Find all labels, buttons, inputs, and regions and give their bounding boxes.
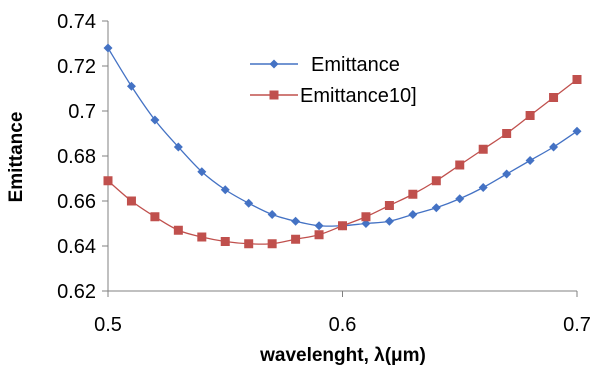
data-point-s1-20 [572, 75, 582, 84]
data-point-s1-12 [384, 201, 394, 210]
x-ticks: 0.5 0.6 0.7 [94, 291, 591, 336]
data-point-s0-9 [314, 221, 324, 231]
data-point-s0-20 [572, 126, 582, 136]
y-axis-title: Emittance [6, 112, 27, 203]
data-point-s0-5 [220, 185, 230, 195]
data-point-s1-5 [220, 237, 230, 246]
legend-label-emittance: Emittance [311, 54, 400, 76]
data-point-s1-2 [150, 212, 160, 222]
data-point-s1-6 [244, 239, 254, 249]
x-tick-label: 0.5 [94, 314, 122, 336]
data-point-s1-7 [267, 239, 277, 249]
data-point-s1-1 [126, 196, 136, 206]
data-point-s1-16 [478, 144, 488, 154]
data-point-s0-19 [549, 142, 559, 152]
data-point-s1-8 [291, 234, 301, 244]
y-tick-label: 0.7 [68, 101, 96, 123]
data-point-s0-8 [291, 216, 301, 226]
y-tick-label: 0.62 [57, 281, 96, 303]
legend-entry-emittance: Emittance [250, 54, 400, 76]
legend-marker-emittance10 [269, 90, 279, 100]
data-point-s1-11 [361, 212, 371, 222]
y-ticks: 0.62 0.64 0.66 0.68 0.7 0.72 0.74 [57, 11, 108, 303]
data-point-s0-1 [126, 81, 136, 91]
x-tick-label: 0.6 [329, 314, 357, 336]
x-tick-label: 0.7 [563, 314, 591, 336]
y-tick-label: 0.66 [57, 191, 96, 213]
data-point-s1-4 [197, 232, 207, 242]
data-point-s0-15 [455, 194, 465, 204]
data-point-s0-6 [244, 198, 254, 208]
data-point-s0-12 [384, 216, 394, 226]
data-point-s1-10 [338, 221, 347, 231]
data-point-s0-2 [150, 115, 160, 125]
data-point-s0-17 [502, 169, 512, 179]
data-point-s1-0 [103, 176, 113, 186]
data-point-s1-15 [455, 160, 465, 170]
data-point-s0-7 [267, 210, 277, 219]
legend-entry-emittance10: Emittance10] [250, 85, 417, 107]
data-point-s1-9 [314, 230, 324, 240]
legend-label-emittance10: Emittance10] [300, 85, 417, 107]
legend-marker-emittance [269, 59, 279, 69]
data-point-s0-16 [478, 183, 488, 192]
data-point-s0-13 [408, 210, 418, 219]
y-tick-label: 0.72 [57, 56, 96, 78]
y-tick-label: 0.68 [57, 146, 96, 168]
data-point-s1-19 [549, 93, 559, 102]
data-point-s1-3 [173, 225, 183, 235]
legend: Emittance Emittance10] [250, 54, 417, 107]
x-axis-title: wavelenght, λ(μm) [259, 345, 426, 366]
series-layer [103, 43, 582, 249]
data-point-s1-17 [502, 129, 512, 138]
data-point-s0-0 [103, 43, 113, 53]
data-point-s1-14 [431, 176, 441, 186]
data-point-s0-18 [525, 156, 535, 165]
data-point-s1-18 [525, 111, 535, 120]
data-point-s0-3 [173, 142, 183, 152]
data-point-s0-4 [197, 167, 207, 177]
y-tick-label: 0.64 [57, 236, 96, 258]
data-point-s0-14 [431, 203, 441, 213]
y-tick-label: 0.74 [57, 11, 96, 33]
data-point-s1-13 [408, 189, 418, 199]
